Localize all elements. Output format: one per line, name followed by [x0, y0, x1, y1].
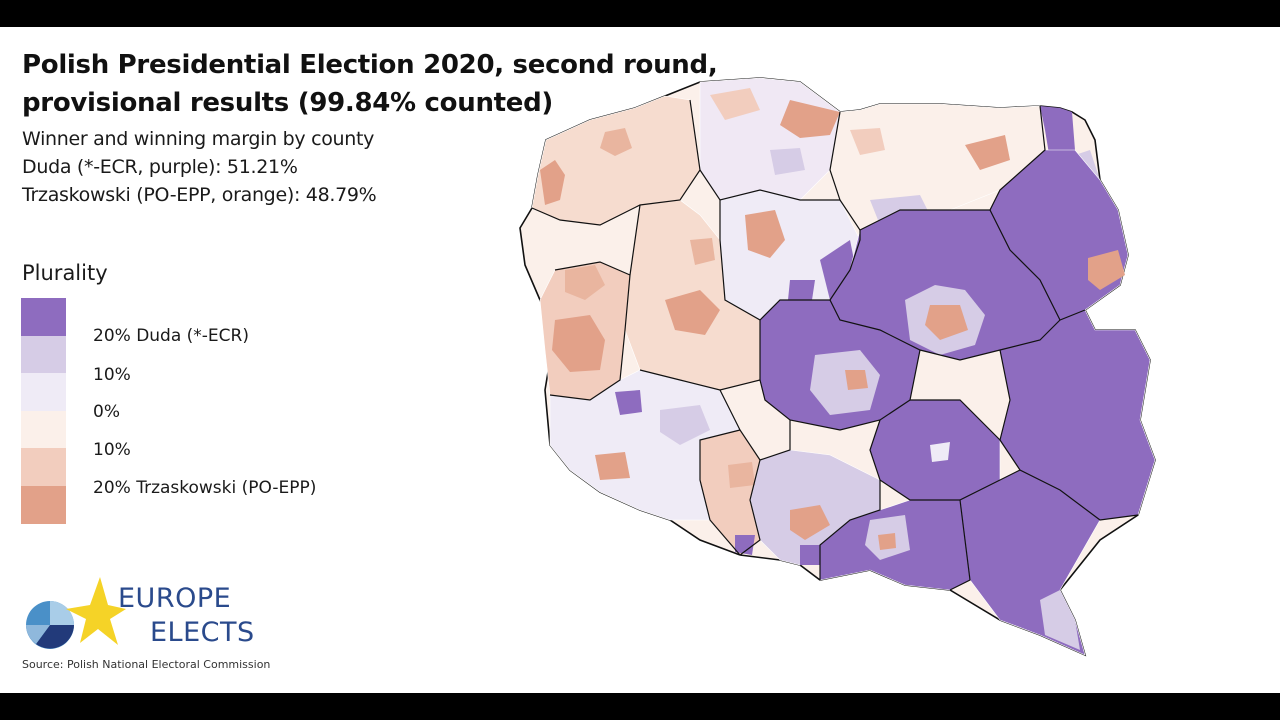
logo-text-europe: EUROPE [118, 583, 232, 614]
legend-swatch-duda-mid [21, 336, 66, 374]
county-koszalin [600, 128, 632, 156]
county-poznan [665, 290, 720, 335]
county-warmia-east [1040, 106, 1075, 160]
county-bielsko [800, 545, 825, 565]
legend-swatch-duda-light [21, 373, 66, 411]
county-pomerania-mid [770, 148, 805, 175]
legend-swatch-trzaskowski-strong [21, 486, 66, 524]
county-bialystok [1088, 250, 1125, 290]
county-elblag [850, 128, 885, 155]
legend-label-trzaskowski-10: 10% [93, 440, 131, 460]
county-szczecin [540, 160, 565, 205]
county-kuyavia-mid [788, 280, 815, 300]
map-subtitle: Winner and winning margin by county Duda… [22, 125, 377, 209]
map-title: Polish Presidential Election 2020, secon… [22, 46, 718, 122]
poland-county-map [519, 77, 1156, 657]
legend-label-duda-20: 20% Duda (*-ECR) [93, 326, 249, 346]
county-krakow-city [878, 533, 896, 550]
county-wroclaw [660, 405, 710, 445]
map-frame: Polish Presidential Election 2020, secon… [0, 27, 1280, 693]
county-lodz [845, 370, 868, 390]
source-note: Source: Polish National Electoral Commis… [22, 658, 271, 671]
county-katowice [790, 505, 830, 540]
legend-swatch-trzaskowski-light [21, 411, 66, 449]
county-gdansk [780, 100, 840, 138]
subtitle-duda-result: Duda (*-ECR, purple): 51.21% [22, 156, 298, 178]
legend-label-zero: 0% [93, 402, 120, 422]
logo-text-elects: ELECTS [150, 617, 255, 648]
voivodeship-borders [531, 99, 1139, 591]
county-torun-bydgoszcz [745, 210, 785, 258]
legend-label-trzaskowski-20: 20% Trzaskowski (PO-EPP) [93, 478, 317, 498]
europe-elects-logo: EUROPE ELECTS [22, 575, 262, 651]
title-line-1: Polish Presidential Election 2020, secon… [22, 50, 718, 80]
county-lower-silesia-north [615, 390, 642, 415]
legend-swatch-duda-strong [21, 298, 66, 336]
county-bieszczady [1040, 590, 1080, 650]
logo-emblem-icon [26, 577, 126, 649]
county-pomerania-north [710, 88, 760, 120]
legend-title: Plurality [22, 261, 108, 285]
title-line-2: provisional results (99.84% counted) [22, 88, 554, 118]
subtitle-line-1: Winner and winning margin by county [22, 128, 375, 150]
county-gorzow [565, 265, 605, 300]
legend-swatch-trzaskowski-mid [21, 448, 66, 486]
county-lodz-ring [810, 350, 880, 415]
subtitle-trzaskowski-result: Trzaskowski (PO-EPP, orange): 48.79% [22, 184, 377, 206]
county-pila [690, 238, 715, 265]
county-warsaw [925, 305, 968, 340]
county-opole [728, 462, 755, 488]
county-jelenia [595, 452, 630, 480]
legend-label-duda-10: 10% [93, 365, 131, 385]
county-kielce [930, 442, 950, 462]
county-glubczyce [735, 535, 755, 555]
county-zielona-gora [552, 315, 605, 372]
county-olsztyn [965, 135, 1010, 170]
